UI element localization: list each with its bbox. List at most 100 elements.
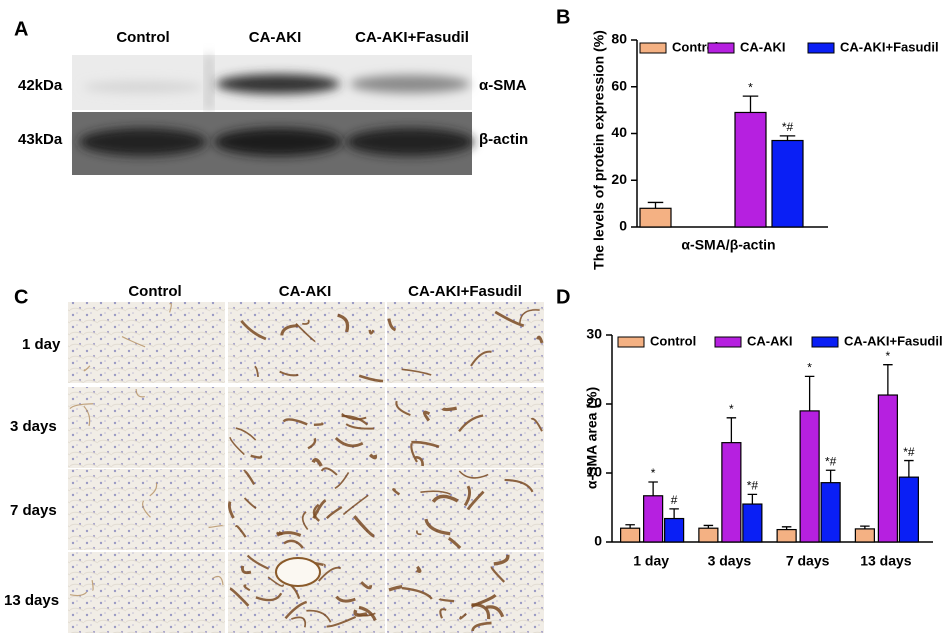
protein-label: β-actin (479, 131, 528, 148)
column-label: CA-AKI (279, 283, 332, 300)
legend-swatch (707, 42, 735, 54)
stain (69, 403, 94, 410)
stain (169, 302, 172, 313)
stain (458, 414, 484, 432)
stain (279, 370, 299, 377)
stain (438, 597, 455, 603)
error-bar (726, 417, 737, 443)
stain (470, 350, 492, 367)
stain (149, 482, 158, 497)
protein-label: α-SMA (479, 77, 527, 94)
significance-label: * (651, 466, 656, 480)
error-bar (779, 135, 796, 141)
stain (388, 585, 403, 592)
size-label: 42kDa (18, 77, 63, 94)
panel-letter: C (14, 286, 28, 308)
stain (83, 365, 91, 372)
stain (447, 537, 462, 550)
stain (250, 454, 263, 459)
legend-label: CA-AKI (740, 39, 786, 54)
stain (325, 506, 343, 520)
histology-image (228, 302, 385, 383)
bar (643, 495, 664, 543)
stain (369, 453, 378, 460)
bar (639, 207, 672, 228)
stain (341, 412, 367, 421)
stain (416, 530, 422, 536)
stain (458, 470, 489, 479)
bar (721, 442, 742, 543)
x-tick-label: α-SMA/β-actin (681, 237, 775, 253)
stain (240, 565, 252, 575)
bar (698, 527, 719, 543)
stain (243, 497, 257, 510)
stain (267, 576, 284, 587)
error-bar (703, 524, 714, 529)
stain (387, 318, 397, 332)
stain (91, 580, 94, 592)
y-tick-label: 60 (611, 77, 627, 93)
stain (326, 616, 357, 628)
stain (312, 503, 321, 522)
lane-label: CA-AKI+Fasudil (355, 29, 469, 46)
stain (335, 595, 356, 603)
bar (854, 528, 875, 543)
bar (820, 482, 841, 543)
significance-label: *# (747, 479, 759, 493)
error-bar (648, 481, 658, 496)
stain (142, 500, 151, 518)
stain (493, 554, 510, 566)
histology-image (68, 552, 225, 633)
legend-swatch (639, 42, 667, 54)
legend-swatch (617, 336, 645, 348)
column-label: Control (128, 283, 181, 300)
stain (235, 525, 247, 538)
histology-image (68, 387, 225, 468)
stain (307, 437, 317, 450)
stain (301, 511, 309, 531)
error-bar (781, 526, 792, 530)
stain (504, 478, 534, 493)
stain (424, 518, 451, 536)
significance-label: * (729, 402, 734, 416)
y-tick-label: 0 (619, 218, 627, 234)
histology-image (387, 302, 544, 383)
stain (536, 335, 544, 344)
y-axis-label: α-SMA area (%) (584, 387, 600, 489)
error-bar (860, 525, 870, 529)
stain (415, 565, 422, 573)
stain (360, 581, 373, 590)
lane-label: Control (116, 29, 169, 46)
legend-label: Control (672, 39, 718, 54)
significance-label: * (748, 80, 753, 94)
stain (411, 440, 440, 448)
stain (519, 309, 540, 324)
stain (342, 494, 369, 516)
error-bar (742, 95, 759, 113)
stain (246, 554, 270, 570)
stain (353, 515, 375, 538)
y-tick-label: 10 (586, 464, 602, 480)
stain (311, 458, 323, 467)
x-tick-label: 3 days (708, 553, 752, 569)
error-bar (747, 493, 758, 505)
y-tick-label: 20 (586, 395, 602, 411)
panel-letter: B (556, 6, 570, 28)
error-bar (904, 459, 914, 478)
bar (620, 527, 641, 543)
stain (530, 417, 543, 432)
stain (295, 322, 317, 343)
stain (463, 485, 472, 507)
row-label: 13 days (4, 592, 59, 609)
panel-letter: D (556, 286, 570, 308)
row-label: 1 day (22, 336, 61, 353)
stain (358, 374, 384, 383)
y-axis-label: The levels of protein expression (%) (591, 30, 607, 270)
stain (320, 467, 338, 476)
stain (490, 565, 506, 583)
stain (69, 591, 88, 597)
stain (212, 575, 224, 586)
stain (254, 365, 259, 378)
error-bar (883, 364, 893, 396)
